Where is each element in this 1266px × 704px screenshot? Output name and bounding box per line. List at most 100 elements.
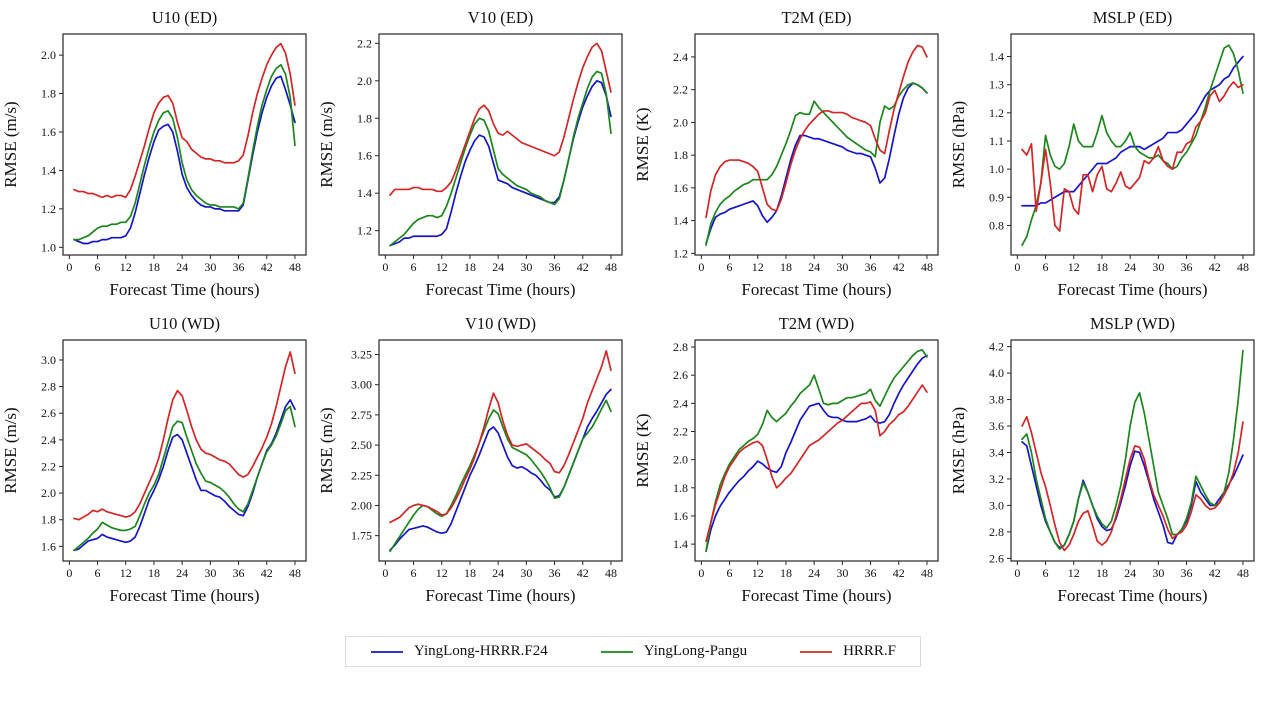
series-line-hrrr-f xyxy=(1021,81,1244,232)
x-tick-label: 12 xyxy=(1068,566,1080,580)
y-tick-label: 3.00 xyxy=(351,378,372,392)
x-tick-label: 6 xyxy=(1043,566,1049,580)
y-tick-label: 1.8 xyxy=(41,513,56,527)
y-axis-label: RMSE (K) xyxy=(633,107,652,181)
y-tick-label: 2.0 xyxy=(41,486,56,500)
plot-frame xyxy=(1010,33,1255,256)
x-tick-label: 42 xyxy=(261,566,273,580)
chart-title: MSLP (WD) xyxy=(1090,314,1175,333)
y-tick-label: 4.2 xyxy=(989,340,1004,354)
series-line-yinglong-hrrr-f24 xyxy=(705,354,928,552)
series-line-yinglong-pangu xyxy=(705,82,928,247)
x-axis-label: Forecast Time (hours) xyxy=(741,280,891,299)
y-tick-label: 2.2 xyxy=(673,83,688,97)
x-tick-label: 18 xyxy=(464,566,476,580)
y-tick-label: 1.8 xyxy=(41,87,56,101)
x-tick-label: 36 xyxy=(233,566,245,580)
subplot-t2m-ed: T2M (ED) 0 6 12 18 24 30 36 42 48 1.2 1.4 1.6 1.8 2.0 2… xyxy=(633,4,949,306)
y-tick-label: 1.4 xyxy=(357,186,372,200)
x-tick-label: 42 xyxy=(577,260,589,274)
x-tick-label: 0 xyxy=(66,260,72,274)
legend-item-hrrr-f: HRRR.F xyxy=(799,643,896,660)
y-tick-label: 1.6 xyxy=(673,181,688,195)
x-tick-label: 18 xyxy=(1096,566,1108,580)
chart-canvas-mslp-wd: MSLP (WD) 0 6 12 18 24 30 36 42 48 2.6 2.8 3.0 3.2 3.4… xyxy=(949,314,1255,605)
y-tick-label: 1.6 xyxy=(357,149,372,163)
x-tick-label: 42 xyxy=(893,260,905,274)
y-tick-label: 2.6 xyxy=(673,368,688,382)
x-axis-label: Forecast Time (hours) xyxy=(1057,586,1207,605)
y-tick-label: 2.2 xyxy=(673,424,688,438)
y-tick-label: 2.8 xyxy=(989,525,1004,539)
chart-canvas-mslp-ed: MSLP (ED) 0 6 12 18 24 30 36 42 48 0.8 0.9 1.0 1.1 1.2… xyxy=(949,8,1255,299)
series-line-hrrr-f xyxy=(73,351,296,521)
x-tick-label: 24 xyxy=(176,260,188,274)
x-tick-label: 12 xyxy=(752,260,764,274)
y-tick-label: 1.2 xyxy=(41,202,56,216)
x-tick-label: 36 xyxy=(1181,566,1193,580)
chart-canvas-u10-wd: U10 (WD) 0 6 12 18 24 30 36 42 48 1.6 1.8 2.0 2.2 2.4 2… xyxy=(1,314,307,605)
x-tick-label: 30 xyxy=(204,260,216,274)
x-axis-label: Forecast Time (hours) xyxy=(1057,280,1207,299)
series-line-hrrr-f xyxy=(705,384,928,543)
y-tick-label: 2.50 xyxy=(351,438,372,452)
y-tick-label: 1.4 xyxy=(989,50,1004,64)
y-tick-label: 1.1 xyxy=(989,134,1004,148)
series-line-yinglong-pangu xyxy=(389,70,612,247)
x-tick-label: 12 xyxy=(120,566,132,580)
x-tick-label: 24 xyxy=(808,566,820,580)
plot-frame xyxy=(694,339,939,562)
x-tick-label: 42 xyxy=(1209,260,1221,274)
chart-title: T2M (WD) xyxy=(779,314,855,333)
series-line-yinglong-pangu xyxy=(389,399,612,553)
series-line-hrrr-f xyxy=(705,44,928,219)
y-tick-label: 3.4 xyxy=(989,445,1004,459)
y-tick-label: 2.6 xyxy=(41,406,56,420)
x-tick-label: 12 xyxy=(1068,260,1080,274)
x-tick-label: 36 xyxy=(549,260,561,274)
y-tick-label: 2.0 xyxy=(357,74,372,88)
x-tick-label: 36 xyxy=(1181,260,1193,274)
series-line-yinglong-pangu xyxy=(1021,44,1244,246)
plot-frame xyxy=(1010,339,1255,562)
y-tick-label: 3.0 xyxy=(989,498,1004,512)
x-tick-label: 12 xyxy=(120,260,132,274)
chart-canvas-u10-ed: U10 (ED) 0 6 12 18 24 30 36 42 48 1.0 1.2 1.4 1.6 1.8 2… xyxy=(1,8,307,299)
x-tick-label: 48 xyxy=(605,566,617,580)
chart-canvas-v10-ed: V10 (ED) 0 6 12 18 24 30 36 42 48 1.2 1.4 1.6 1.8 2.0 2… xyxy=(317,8,623,299)
x-tick-label: 24 xyxy=(176,566,188,580)
x-tick-label: 48 xyxy=(1237,260,1249,274)
x-tick-label: 36 xyxy=(865,260,877,274)
legend-line-icon-red xyxy=(800,650,833,653)
series-line-yinglong-pangu xyxy=(73,405,296,552)
y-tick-label: 2.0 xyxy=(673,453,688,467)
x-tick-label: 48 xyxy=(289,260,301,274)
y-tick-label: 1.75 xyxy=(351,529,372,543)
y-tick-label: 1.0 xyxy=(989,162,1004,176)
y-tick-label: 1.6 xyxy=(41,125,56,139)
y-axis-label: RMSE (m/s) xyxy=(1,407,20,493)
y-tick-label: 1.8 xyxy=(673,148,688,162)
series-line-hrrr-f xyxy=(1021,415,1244,552)
plot-frame xyxy=(378,339,623,562)
x-tick-label: 36 xyxy=(549,566,561,580)
x-axis-label: Forecast Time (hours) xyxy=(425,280,575,299)
chart-title: T2M (ED) xyxy=(781,8,851,27)
x-tick-label: 48 xyxy=(1237,566,1249,580)
y-tick-label: 0.9 xyxy=(989,190,1004,204)
legend-label: YingLong-HRRR.F24 xyxy=(413,643,548,659)
x-tick-label: 24 xyxy=(492,566,504,580)
subplot-u10-wd: U10 (WD) 0 6 12 18 24 30 36 42 48 1.6 1.8 2.0 2.2 2.4 2… xyxy=(1,310,317,612)
x-tick-label: 48 xyxy=(605,260,617,274)
x-tick-label: 6 xyxy=(727,566,733,580)
series-line-yinglong-hrrr-f24 xyxy=(1021,55,1244,207)
series-line-hrrr-f xyxy=(389,350,612,524)
y-tick-label: 2.4 xyxy=(41,433,56,447)
y-tick-label: 2.4 xyxy=(673,396,688,410)
y-tick-label: 1.2 xyxy=(357,224,372,238)
x-tick-label: 24 xyxy=(492,260,504,274)
y-tick-label: 3.2 xyxy=(989,472,1004,486)
x-tick-label: 42 xyxy=(1209,566,1221,580)
x-tick-label: 6 xyxy=(95,260,101,274)
y-tick-label: 2.6 xyxy=(989,551,1004,565)
